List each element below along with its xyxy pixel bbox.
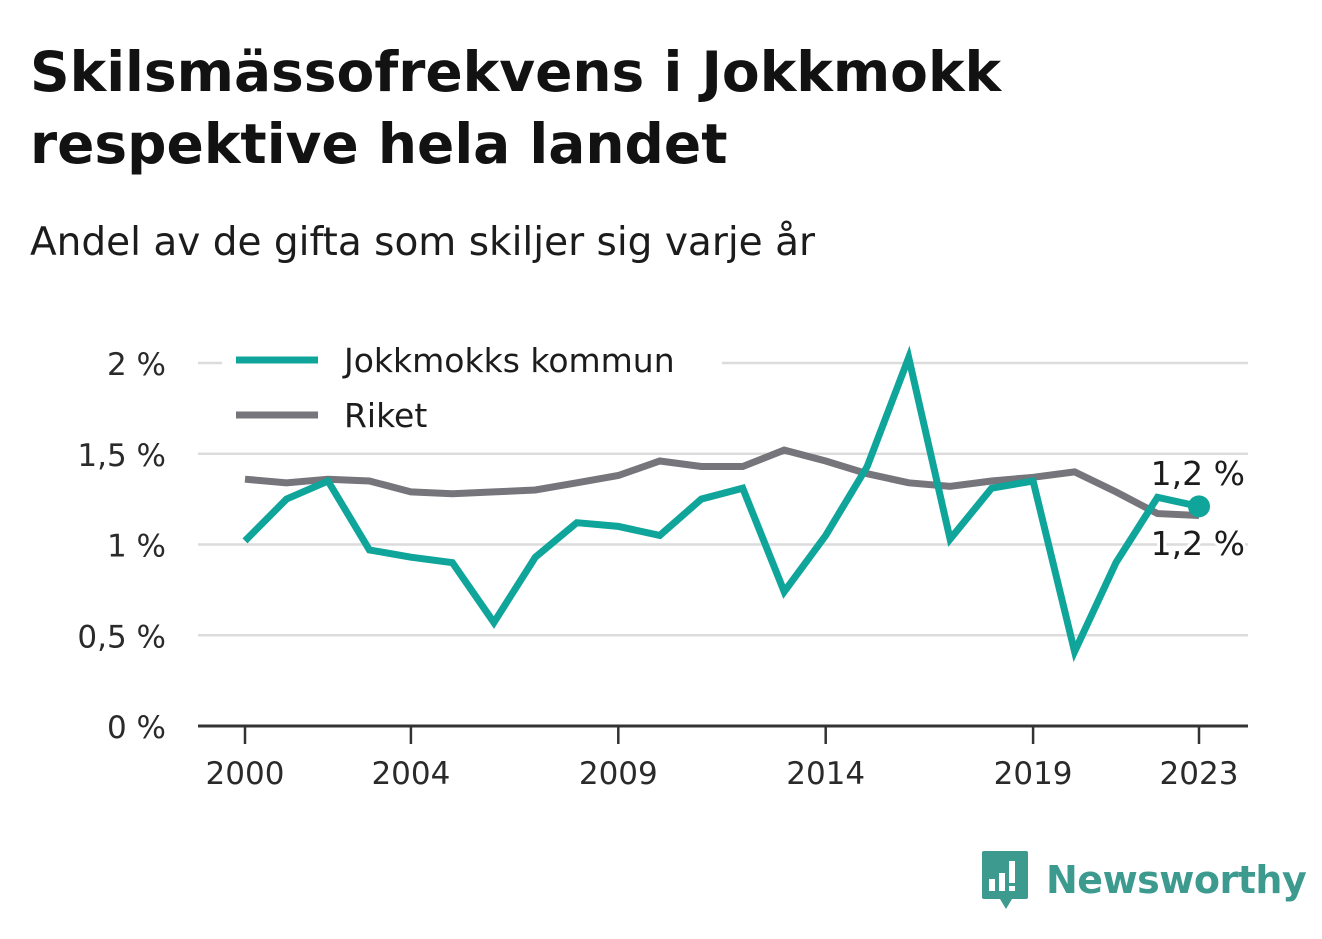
- y-tick-label: 1 %: [107, 529, 166, 565]
- x-tick-label: 2004: [371, 756, 450, 792]
- series-line-jokkmokk: [242, 345, 1200, 663]
- y-tick-label: 1,5 %: [77, 438, 166, 474]
- x-tick-label: 2023: [1160, 756, 1239, 792]
- legend: Jokkmokks kommun Riket: [222, 334, 722, 439]
- chart-title: Skilsmässofrekvens i Jokkmokk respektive…: [30, 40, 1002, 176]
- chart-subtitle: Andel av de gifta som skiljer sig varje …: [30, 220, 816, 265]
- x-tick-label: 2009: [579, 756, 658, 792]
- series-lines: [242, 345, 1210, 663]
- end-label: 1,2 %: [1151, 524, 1245, 563]
- x-tick-label: 2000: [206, 756, 285, 792]
- y-tick-label: 0,5 %: [77, 619, 166, 655]
- end-labels: 1,2 % 1,2 %: [1148, 451, 1248, 566]
- newsworthy-logo-icon: [982, 851, 1028, 909]
- x-tick-label: 2014: [786, 756, 865, 792]
- y-axis: 0 % 0,5 % 1 % 1,5 % 2 %: [77, 347, 166, 746]
- legend-item: Jokkmokks kommun: [222, 334, 722, 384]
- newsworthy-logo: Newsworthy: [980, 848, 1307, 912]
- x-axis: 2000 2004 2009 2014 2019 2023: [198, 724, 1248, 792]
- x-tick-label: 2019: [994, 756, 1073, 792]
- end-point-marker: [1188, 495, 1210, 518]
- end-label: 1,2 %: [1151, 454, 1245, 493]
- legend-label: Jokkmokks kommun: [342, 341, 675, 380]
- series-line-riket: [244, 446, 1200, 519]
- legend-label: Riket: [344, 396, 427, 435]
- y-tick-label: 0 %: [107, 710, 166, 746]
- newsworthy-logo-text: Newsworthy: [1046, 858, 1307, 902]
- legend-item: Riket: [222, 389, 722, 439]
- y-tick-label: 2 %: [107, 347, 166, 383]
